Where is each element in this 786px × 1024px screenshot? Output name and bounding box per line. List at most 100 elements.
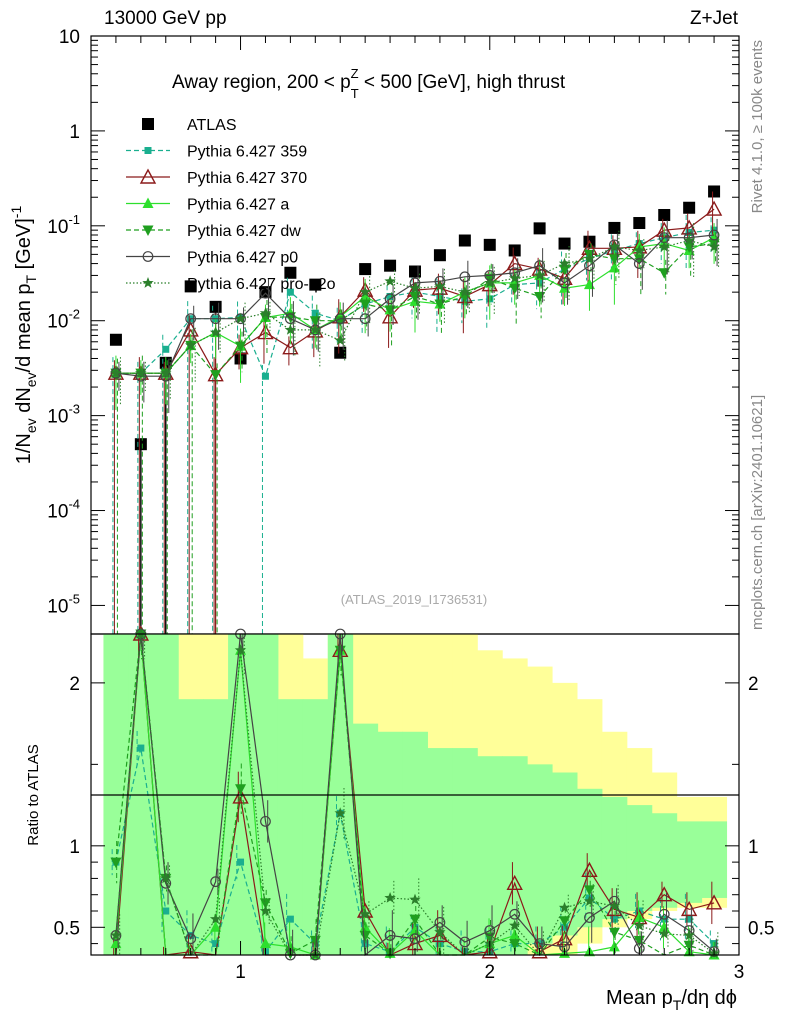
ratio-point-pp0 — [260, 815, 271, 827]
ratio-point-pdw — [583, 885, 595, 896]
main-point-atlas — [409, 265, 421, 278]
main-point-pp0 — [559, 277, 570, 289]
main-series-pq2o — [110, 222, 720, 405]
ratio-point-pq2o — [434, 926, 446, 937]
main-plot-area — [91, 36, 739, 634]
header-energy: 13000 GeV pp — [104, 8, 227, 29]
main-y-tick-label: 10-4 — [47, 497, 80, 523]
ratio-point-pq2o — [509, 919, 521, 931]
main-point-pq2o — [209, 326, 222, 338]
ratio-y-axis-label: Ratio to ATLAS — [25, 744, 42, 845]
main-y-axis-label: 1/Nev dNev/d mean pT [GeV]-1 — [8, 206, 39, 465]
ratio-band-inner — [527, 764, 553, 944]
main-point-pq2o — [683, 234, 695, 246]
x-axis-label: Mean pT/dη dϕ — [606, 987, 737, 1013]
legend-label-p370: Pythia 6.427 370 — [187, 170, 307, 187]
main-point-atlas — [458, 234, 471, 247]
main-point-atlas — [134, 438, 147, 451]
legend-marker-pdw — [142, 225, 154, 236]
x-tick-label: 3 — [734, 962, 745, 983]
ratio-point-p359 — [162, 907, 170, 915]
main-series-group — [107, 185, 723, 634]
main-point-atlas — [359, 263, 372, 276]
ratio-band-inner — [651, 813, 678, 908]
ratio-point-pdw — [110, 857, 122, 869]
ratio-series-pq2o — [110, 628, 720, 960]
ratio-point-pq2o — [359, 908, 371, 920]
main-point-p359 — [286, 288, 294, 296]
ratio-point-pa — [210, 921, 222, 932]
main-point-atlas — [533, 222, 546, 235]
ratio-y-tick-label-right: 2 — [748, 674, 759, 695]
ratio-y-tick-label: 0.5 — [54, 918, 80, 939]
main-point-p359 — [261, 372, 269, 380]
main-point-pq2o — [185, 339, 197, 351]
legend-label-atlas: ATLAS — [187, 117, 237, 134]
ratio-axes: 0.5 0.5 1 1 2 2 1 2 3 — [54, 674, 775, 983]
main-point-atlas — [658, 208, 671, 221]
main-point-atlas — [209, 300, 222, 313]
main-y-tick-label: 1 — [69, 122, 80, 143]
ratio-point-p370 — [556, 930, 573, 946]
main-y-tick-label: 10-5 — [47, 591, 80, 617]
legend-marker-atlas — [142, 118, 154, 130]
main-point-pdw — [210, 370, 222, 381]
ratio-band-inner — [701, 821, 728, 898]
ratio-y-tick-label-right: 1 — [748, 837, 759, 858]
ratio-point-p359 — [286, 915, 294, 923]
ratio-point-pq2o — [234, 644, 247, 656]
main-point-pp0 — [185, 313, 197, 325]
ratio-point-p359 — [436, 940, 444, 948]
legend-marker-p359 — [144, 147, 152, 154]
ratio-band-inner — [427, 748, 453, 955]
main-y-tick-label: 10-1 — [47, 212, 80, 238]
main-point-pp0 — [284, 313, 296, 325]
main-point-pp0 — [210, 313, 222, 325]
main-point-pq2o — [135, 367, 147, 378]
ratio-point-pdw — [409, 914, 421, 926]
main-point-atlas — [708, 185, 721, 198]
ratio-point-pp0 — [210, 876, 222, 888]
main-point-pp0 — [334, 313, 346, 325]
ratio-point-pa — [359, 921, 371, 932]
main-point-pq2o — [509, 272, 521, 284]
ratio-point-pa — [259, 937, 271, 949]
ratio-point-p370 — [656, 886, 673, 902]
ratio-point-pq2o — [658, 927, 670, 939]
ratio-point-pp0 — [509, 908, 521, 920]
ratio-point-p359 — [137, 744, 145, 752]
main-point-atlas — [284, 266, 297, 279]
ratio-point-pq2o — [558, 901, 571, 913]
ratio-point-pdw — [608, 927, 620, 939]
legend-label-pa: Pythia 6.427 a — [187, 197, 289, 214]
ratio-panel: 0.5 0.5 1 1 2 2 1 2 3 — [54, 625, 775, 983]
main-point-atlas — [508, 244, 521, 257]
ratio-point-pp0 — [459, 936, 471, 948]
main-point-atlas — [683, 201, 696, 214]
main-point-pq2o — [309, 323, 321, 335]
ratio-point-pq2o — [334, 807, 346, 819]
main-point-atlas — [384, 259, 397, 272]
main-point-p359 — [162, 345, 170, 353]
ratio-point-pq2o — [160, 872, 172, 884]
legend-label-p359: Pythia 6.427 359 — [187, 144, 307, 161]
ratio-point-pp0 — [185, 933, 197, 945]
main-point-pq2o — [409, 282, 421, 294]
main-point-pdw — [235, 341, 247, 353]
ratio-point-p370 — [531, 943, 548, 959]
ratio-point-pq2o — [583, 895, 596, 907]
main-point-pq2o — [110, 367, 122, 378]
main-point-pq2o — [708, 240, 720, 252]
main-point-p370 — [705, 200, 723, 216]
legend-label-pq2o: Pythia 6.427 pro-q2o — [187, 276, 336, 293]
ratio-point-p359 — [610, 915, 618, 923]
ratio-point-pp0 — [484, 925, 496, 936]
ratio-point-p359 — [685, 915, 693, 923]
ratio-point-pq2o — [683, 929, 695, 941]
main-point-atlas — [309, 278, 322, 291]
ratio-point-pq2o — [384, 892, 396, 903]
ratio-point-pa — [608, 940, 620, 952]
legend-label-pdw: Pythia 6.427 dw — [187, 223, 301, 240]
ratio-point-pq2o — [608, 900, 621, 911]
